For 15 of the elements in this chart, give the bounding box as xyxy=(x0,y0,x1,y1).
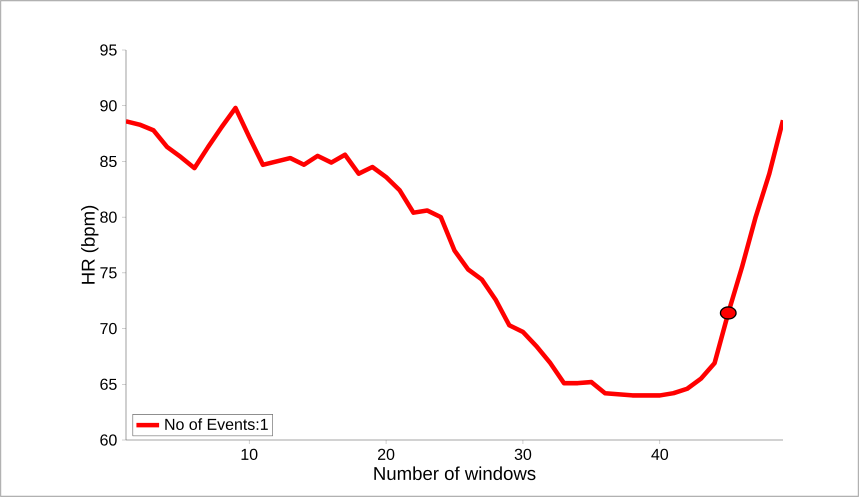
y-tick-label: 60 xyxy=(100,434,117,446)
y-tick-label: 80 xyxy=(100,212,117,223)
x-tick-label: 40 xyxy=(651,448,668,460)
y-tick-label: 75 xyxy=(100,267,117,278)
x-tick-label: 20 xyxy=(378,448,394,460)
y-axis-title: HR (bpm) xyxy=(81,206,98,284)
y-tick-label: 90 xyxy=(100,100,117,112)
y-tick-label: 70 xyxy=(100,322,117,334)
y-tick-label: 95 xyxy=(100,44,117,56)
legend-label: No of Events:1 xyxy=(165,418,268,430)
x-axis-title: Number of windows xyxy=(374,466,536,480)
y-tick-label: 85 xyxy=(100,156,117,168)
x-tick-label: 10 xyxy=(242,448,258,460)
y-tick-label: 65 xyxy=(100,378,117,390)
x-tick-label: 30 xyxy=(514,448,532,460)
